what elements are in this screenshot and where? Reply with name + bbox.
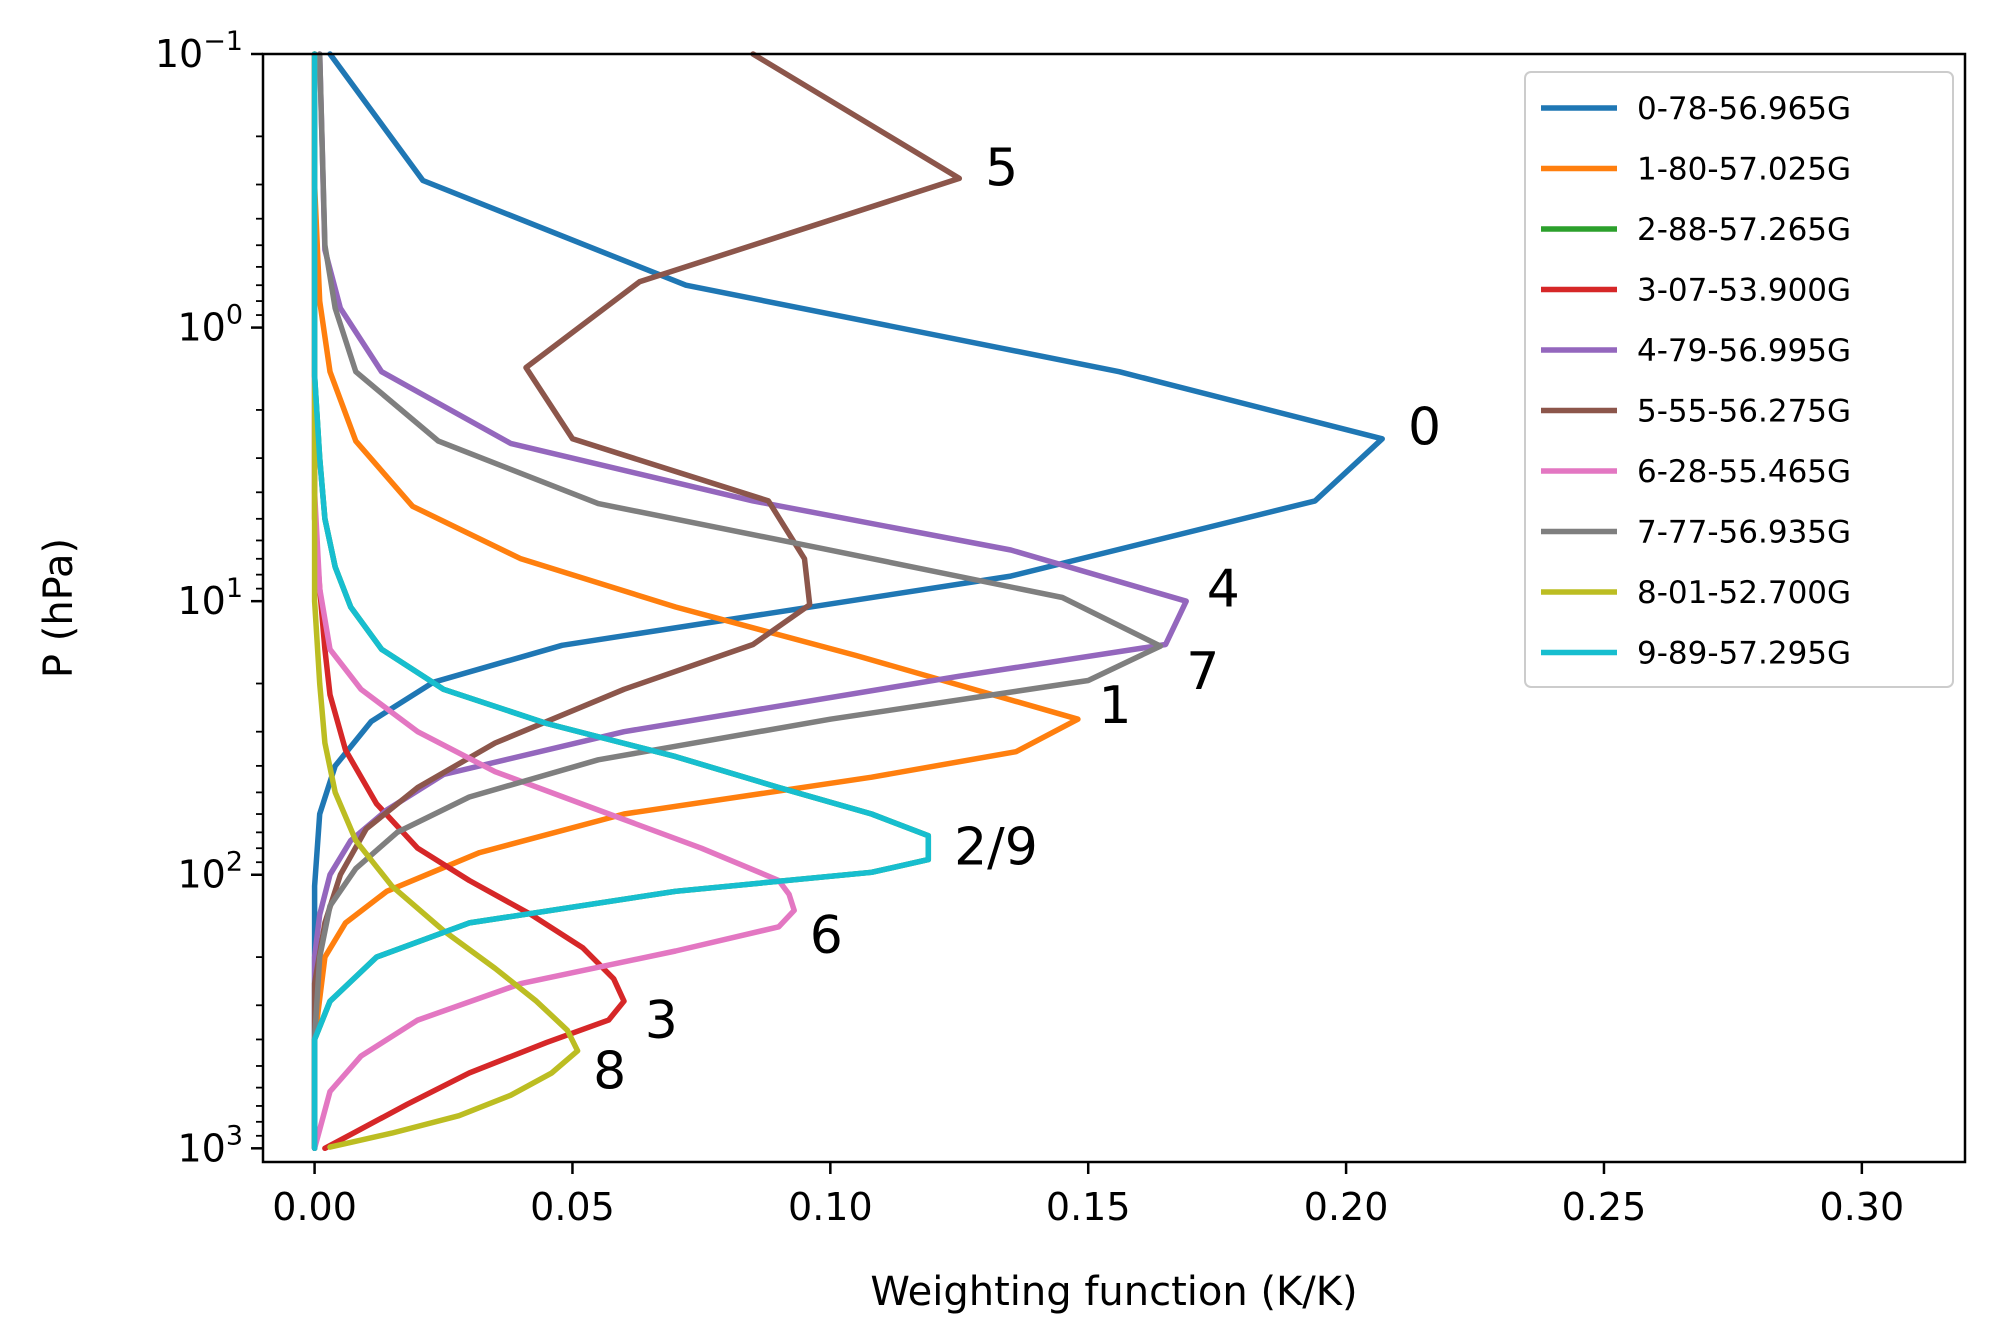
y-tick-base: 10	[177, 306, 225, 350]
legend-box	[1524, 71, 1954, 688]
x-tick-label: 0.10	[788, 1185, 873, 1229]
legend-label: 8-01-52.700G	[1637, 575, 1851, 611]
legend-label: 6-28-55.465G	[1637, 454, 1851, 490]
series-line-4	[311, 51, 1189, 1152]
y-tick-exponent: 2	[226, 847, 243, 878]
x-tick-label: 0.15	[1046, 1185, 1131, 1229]
series-annotation: 1	[1099, 676, 1132, 736]
legend: 0-78-56.965G 1-80-57.025G 2-88-57.265G 3-07…	[1524, 71, 1954, 688]
y-tick-label: 101	[177, 573, 243, 623]
y-tick-exponent: 1	[226, 573, 243, 604]
x-tick-label: 0.30	[1820, 1185, 1905, 1229]
legend-label: 1-80-57.025G	[1637, 152, 1851, 188]
series-annotation: 8	[593, 1042, 626, 1102]
legend-label: 3-07-53.900G	[1637, 273, 1851, 309]
series-annotation: 0	[1408, 398, 1441, 458]
y-axis-title: P (hPa)	[36, 538, 82, 678]
y-tick-label: 102	[177, 847, 243, 897]
y-tick-exponent: −1	[203, 26, 243, 57]
y-tick-base: 10	[177, 579, 225, 623]
series-line-5	[311, 51, 963, 1152]
legend-label: 4-79-56.995G	[1637, 333, 1851, 369]
plot-frame	[261, 52, 1967, 1164]
series-line-7	[311, 51, 1164, 1152]
legend-label: 7-77-56.935G	[1637, 515, 1851, 551]
series-annotation: 6	[810, 906, 843, 966]
y-tick-exponent: 3	[226, 1120, 243, 1151]
y-tick-exponent: 0	[226, 300, 243, 331]
series-annotation: 3	[645, 991, 678, 1051]
x-tick-label: 0.20	[1304, 1185, 1389, 1229]
x-axis-ticks: 0.00 0.05 0.10 0.15 0.20 0.25 0.30	[272, 1162, 1904, 1229]
series-line-9	[311, 51, 932, 1152]
legend-label: 5-55-56.275G	[1637, 394, 1851, 430]
series-annotation: 5	[985, 139, 1018, 199]
series-line-6	[311, 51, 797, 1152]
x-tick-label: 0.00	[272, 1185, 357, 1229]
series-annotation: 2/9	[954, 818, 1038, 878]
annotation-layer: 0 5 4 71 2/9 6 38	[593, 139, 1441, 1102]
y-tick-label: 103	[177, 1120, 243, 1170]
series-line-1	[311, 51, 1081, 1152]
legend-label: 2-88-57.265G	[1637, 212, 1851, 248]
x-tick-label: 0.25	[1562, 1185, 1647, 1229]
y-tick-base: 10	[177, 1126, 225, 1170]
x-tick-label: 0.05	[530, 1185, 615, 1229]
legend-label: 0-78-56.965G	[1637, 91, 1851, 127]
series-line-0	[311, 51, 1385, 1152]
y-tick-label: 100	[177, 300, 243, 350]
series-layer	[311, 51, 1385, 1152]
legend-label: 9-89-57.295G	[1637, 636, 1851, 672]
y-tick-base: 10	[155, 32, 203, 76]
series-annotation: 7	[1186, 642, 1219, 702]
y-tick-base: 10	[177, 853, 225, 897]
x-axis-title: Weighting function (K/K)	[870, 1269, 1357, 1315]
series-annotation: 4	[1207, 560, 1240, 620]
y-tick-label: 10−1	[155, 26, 243, 76]
